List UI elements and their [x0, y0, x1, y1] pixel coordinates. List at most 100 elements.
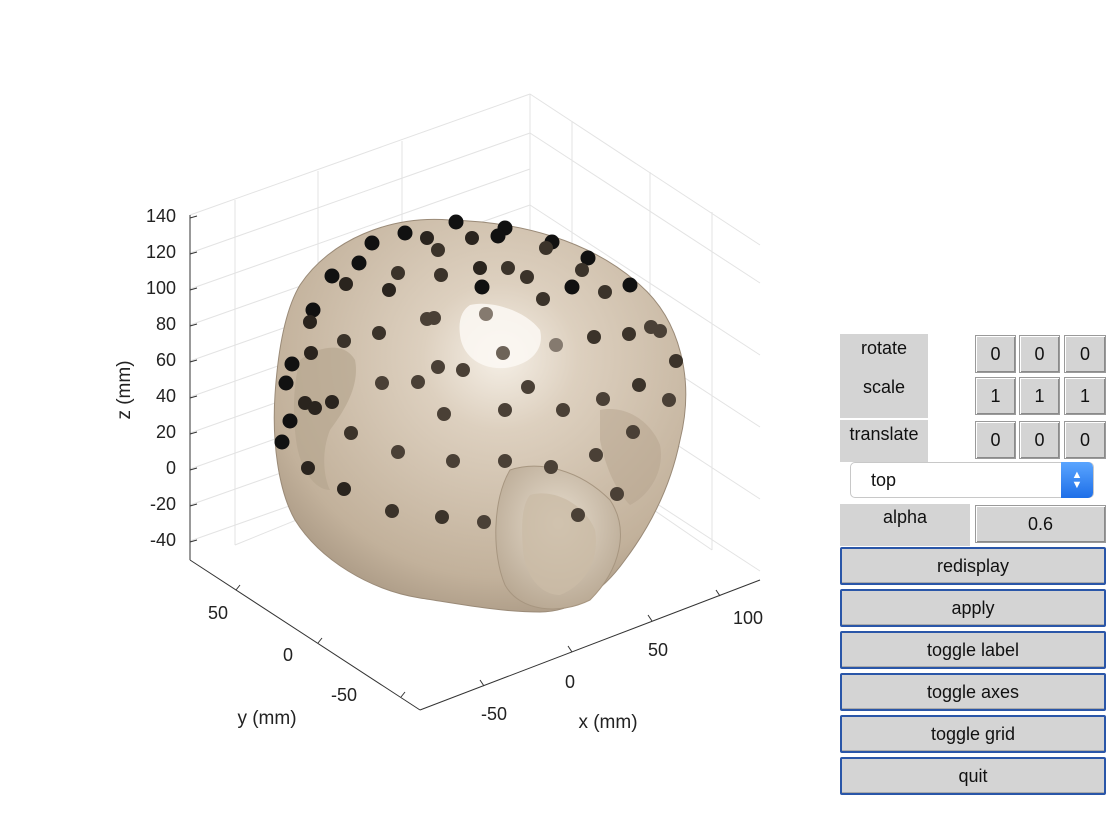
electrode [364, 235, 380, 251]
toggle-label-button[interactable]: toggle label [840, 631, 1106, 669]
electrode [397, 225, 413, 241]
z-tick-label: -40 [150, 530, 176, 550]
rotate-x-field[interactable]: 0 [975, 335, 1016, 373]
electrode [391, 266, 405, 280]
electrode [598, 285, 612, 299]
updown-chevron-icon: ▲ ▼ [1061, 462, 1093, 498]
z-tick-label: 80 [156, 314, 176, 334]
electrode [391, 445, 405, 459]
electrode [382, 283, 396, 297]
electrode [653, 324, 667, 338]
electrode [420, 231, 434, 245]
electrode [456, 363, 470, 377]
x-axis-label: x (mm) [578, 712, 637, 733]
translate-z-field[interactable]: 0 [1064, 421, 1106, 459]
redisplay-button[interactable]: redisplay [840, 547, 1106, 585]
electrode [282, 413, 298, 429]
z-tick-label: 100 [146, 278, 176, 298]
scale-label: scale [862, 377, 906, 397]
alpha-label: alpha [840, 504, 970, 546]
electrodes [274, 214, 683, 529]
electrode [610, 487, 624, 501]
alpha-field[interactable]: 0.6 [975, 505, 1106, 543]
electrode [305, 302, 321, 318]
axis-ticks [189, 215, 721, 698]
electrode [498, 454, 512, 468]
scale-z-field[interactable]: 1 [1064, 377, 1106, 415]
x-tick-label: -50 [481, 704, 507, 724]
electrode [427, 311, 441, 325]
electrode [434, 268, 448, 282]
electrode [580, 250, 596, 266]
electrode [520, 270, 534, 284]
electrode [564, 279, 580, 295]
electrode [571, 508, 585, 522]
electrode [473, 261, 487, 275]
z-tick-label: -20 [150, 494, 176, 514]
electrode [372, 326, 386, 340]
electrode [337, 482, 351, 496]
translate-y-field[interactable]: 0 [1019, 421, 1060, 459]
electrode [446, 454, 460, 468]
electrode [411, 375, 425, 389]
z-tick-label: 0 [166, 458, 176, 478]
electrode [308, 401, 322, 415]
electrode [501, 261, 515, 275]
electrode [536, 292, 550, 306]
view-select[interactable]: top ▲ ▼ [850, 462, 1094, 498]
rotate-scale-label-panel: rotate scale [840, 334, 928, 418]
translate-label: translate [840, 420, 928, 462]
electrode [521, 380, 535, 394]
y-axis-label: y (mm) [237, 708, 296, 729]
electrode [474, 279, 490, 295]
z-tick-label: 20 [156, 422, 176, 442]
toggle-grid-button[interactable]: toggle grid [840, 715, 1106, 753]
electrode [304, 346, 318, 360]
apply-button[interactable]: apply [840, 589, 1106, 627]
electrode [385, 504, 399, 518]
quit-button[interactable]: quit [840, 757, 1106, 795]
scale-y-field[interactable]: 1 [1019, 377, 1060, 415]
electrode [498, 403, 512, 417]
z-tick-label: 140 [146, 206, 176, 226]
electrode [303, 315, 317, 329]
electrode [337, 334, 351, 348]
electrode [351, 255, 367, 271]
y-tick-label: -50 [331, 685, 357, 705]
electrode [375, 376, 389, 390]
rotate-z-field[interactable]: 0 [1064, 335, 1106, 373]
scale-x-field[interactable]: 1 [975, 377, 1016, 415]
electrode [622, 277, 638, 293]
electrode [448, 214, 464, 230]
electrode [435, 510, 449, 524]
x-tick-label: 50 [648, 640, 668, 660]
electrode [465, 231, 479, 245]
electrode [539, 241, 553, 255]
electrode [622, 327, 636, 341]
electrode [626, 425, 640, 439]
electrode [669, 354, 683, 368]
translate-x-field[interactable]: 0 [975, 421, 1016, 459]
electrode [596, 392, 610, 406]
z-tick-label: 40 [156, 386, 176, 406]
electrode [556, 403, 570, 417]
electrode [344, 426, 358, 440]
rotate-label: rotate [860, 338, 908, 358]
electrode [496, 346, 510, 360]
view-select-value: top [871, 469, 897, 490]
electrode [587, 330, 601, 344]
z-axis-label: z (mm) [114, 360, 135, 419]
x-tick-label: 100 [733, 608, 763, 628]
toggle-axes-button[interactable]: toggle axes [840, 673, 1106, 711]
z-tick-label: 120 [146, 242, 176, 262]
electrode [437, 407, 451, 421]
electrode [589, 448, 603, 462]
rotate-y-field[interactable]: 0 [1019, 335, 1060, 373]
electrode [477, 515, 491, 529]
axes-lines [189, 215, 761, 711]
electrode [325, 395, 339, 409]
electrode [632, 378, 646, 392]
electrode [549, 338, 563, 352]
electrode [662, 393, 676, 407]
head-plot-axes[interactable]: 140 120 100 80 60 40 20 0 -20 -40 50 0 -… [0, 0, 820, 840]
